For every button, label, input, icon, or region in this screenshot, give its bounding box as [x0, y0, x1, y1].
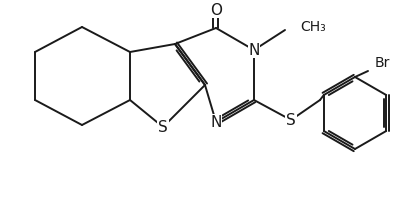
Text: O: O — [210, 3, 222, 18]
Text: N: N — [248, 43, 260, 58]
Text: Br: Br — [375, 56, 390, 70]
Text: CH₃: CH₃ — [300, 20, 326, 34]
Text: N: N — [210, 114, 222, 129]
Text: S: S — [286, 112, 296, 127]
Text: S: S — [158, 120, 168, 135]
